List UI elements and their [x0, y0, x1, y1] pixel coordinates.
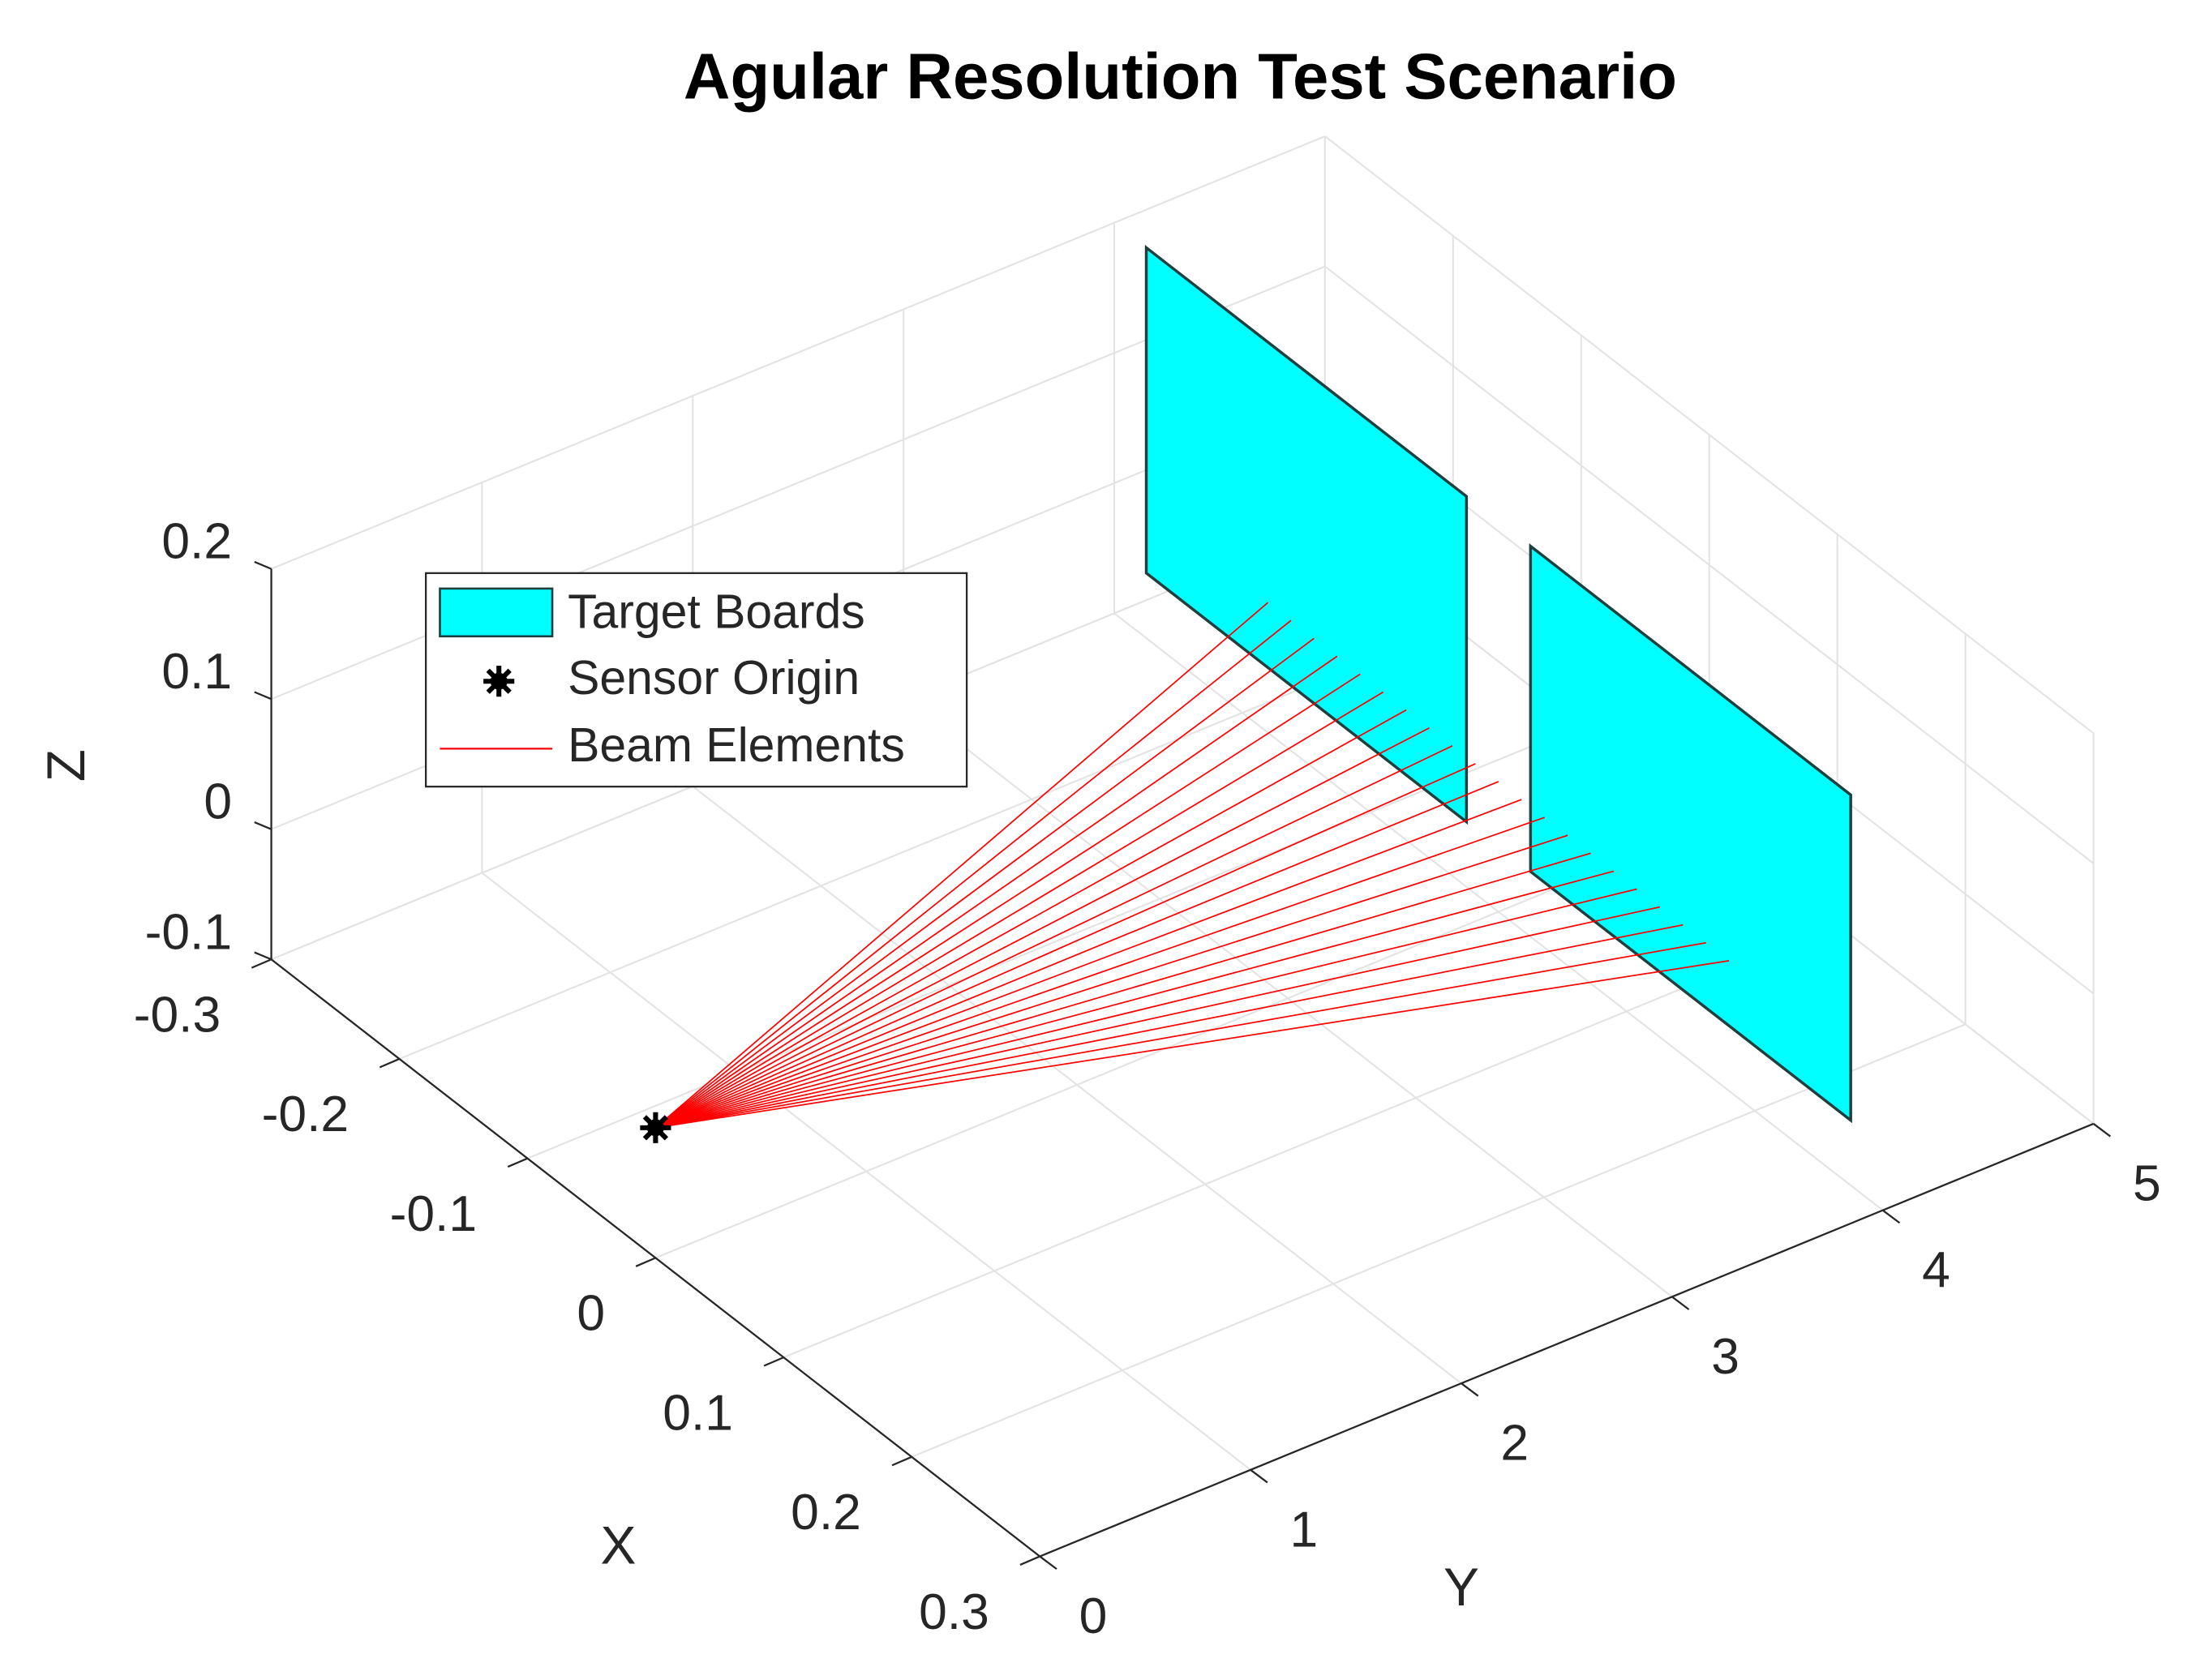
x-tick [635, 1257, 656, 1267]
target-board [1529, 543, 1852, 1124]
legend-label: Target Boards [568, 585, 865, 638]
y-tick-label: 1 [1290, 1502, 1319, 1558]
grid-line [903, 699, 1673, 1298]
grid-line [654, 824, 1710, 1259]
grid-line [692, 785, 1462, 1384]
grid-line [1113, 612, 1884, 1211]
z-axis-label: Z [36, 749, 96, 782]
z-tick [254, 951, 272, 961]
beam [655, 906, 1661, 1129]
beam [655, 745, 1453, 1129]
y-tick [1039, 1555, 1057, 1571]
sensor-marker [640, 1112, 671, 1143]
z-tick [254, 691, 272, 701]
grid-line [481, 872, 1251, 1471]
beam [655, 763, 1476, 1129]
x-tick [507, 1157, 528, 1168]
y-tick [1671, 1296, 1690, 1310]
z-tick [254, 821, 272, 830]
y-tick-label: 4 [1922, 1242, 1950, 1298]
beam [655, 941, 1706, 1129]
x-tick-label: 0.2 [791, 1485, 861, 1541]
legend-swatch [439, 587, 554, 638]
beam [655, 852, 1591, 1129]
legend-label: Sensor Origin [568, 652, 860, 705]
x-tick [379, 1057, 400, 1069]
y-axis [1039, 1122, 2094, 1558]
beam [654, 726, 1430, 1129]
y-tick [2092, 1123, 2111, 1138]
beam [655, 924, 1684, 1129]
legend: Target Boards Sensor Origin Beam Elements [424, 572, 968, 788]
y-axis-label: Y [1443, 1557, 1479, 1617]
grid-line [911, 1023, 1966, 1458]
grid-line [271, 135, 1326, 570]
chart-title: Agular Resolution Test Scenario [684, 41, 1677, 113]
z-tick-label: 0 [204, 774, 232, 830]
grid-line [1324, 135, 2095, 735]
beam [655, 816, 1545, 1129]
beam [654, 673, 1361, 1129]
y-tick [1250, 1468, 1268, 1484]
x-tick-label: -0.2 [262, 1086, 349, 1142]
y-tick-label: 3 [1711, 1329, 1739, 1385]
beam [655, 834, 1568, 1129]
x-tick-label: 0.3 [919, 1584, 989, 1640]
grid-line [1324, 265, 2095, 864]
target-board [1144, 244, 1469, 825]
beam [654, 655, 1338, 1129]
beam [655, 799, 1522, 1129]
z-tick-label: -0.1 [145, 904, 232, 960]
beam [654, 602, 1269, 1129]
grid-line [783, 924, 1838, 1359]
beam [654, 691, 1384, 1129]
x-tick-label: 0 [577, 1286, 605, 1342]
x-axis-label: X [601, 1515, 637, 1575]
x-tick-label: -0.3 [134, 987, 221, 1043]
y-tick [1881, 1209, 1901, 1224]
beam [655, 870, 1615, 1129]
beam [654, 637, 1315, 1129]
y-tick [1461, 1382, 1479, 1397]
z-tick-label: 0.2 [161, 514, 232, 570]
z-tick-label: 0.1 [161, 644, 232, 700]
x-tick [1019, 1555, 1040, 1566]
y-tick-label: 2 [1500, 1416, 1529, 1472]
x-tick [763, 1356, 784, 1367]
sensor-marker [483, 666, 515, 697]
y-tick-label: 5 [2133, 1155, 2161, 1211]
y-tick-label: 0 [1079, 1588, 1108, 1644]
beam [654, 619, 1292, 1129]
beam [655, 960, 1730, 1129]
legend-label: Beam Elements [568, 719, 905, 772]
marker-spoke [642, 1115, 668, 1141]
x-tick [251, 958, 272, 969]
beam [655, 781, 1499, 1129]
x-tick-label: -0.1 [390, 1186, 477, 1242]
x-tick [891, 1455, 912, 1467]
z-tick [254, 560, 272, 570]
beam [654, 709, 1407, 1129]
marker-spoke [486, 668, 512, 694]
beam [655, 888, 1637, 1129]
x-tick-label: 0.1 [663, 1385, 733, 1441]
